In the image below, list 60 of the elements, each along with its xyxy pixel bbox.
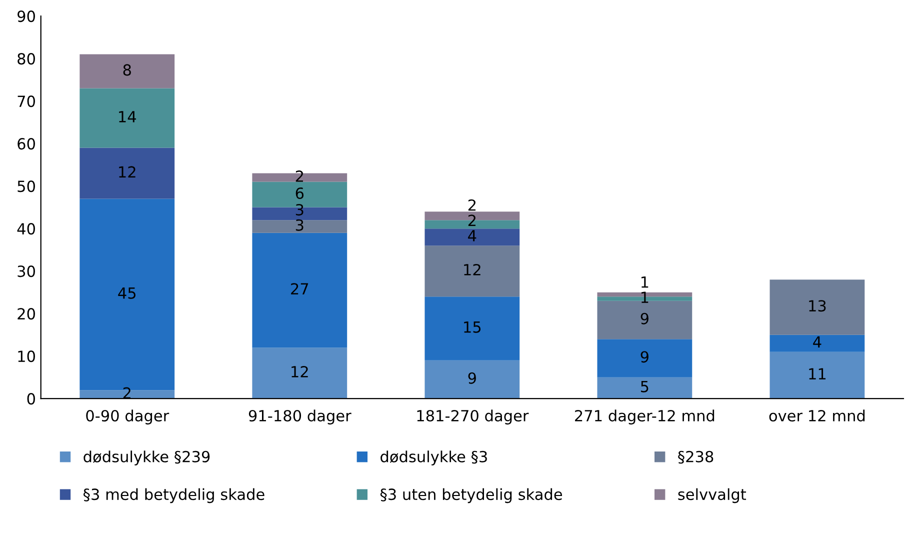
data-label: 15	[464, 322, 481, 333]
data-label: 9	[640, 351, 648, 363]
data-label: 9	[468, 372, 476, 384]
y-tick-label: 70	[18, 96, 35, 108]
x-tick-label: 181-270 dager	[417, 410, 529, 424]
data-label: 5	[641, 381, 648, 392]
data-label: 1	[642, 292, 648, 303]
legend-label: §3 uten betydelig skade	[380, 488, 562, 504]
bar	[770, 334, 865, 352]
bar	[424, 360, 520, 399]
data-label: 2	[296, 170, 303, 182]
data-label: 12	[119, 166, 136, 178]
data-label: 4	[468, 230, 476, 242]
bar	[597, 339, 692, 378]
bar	[252, 232, 348, 348]
y-tick-label: 0	[27, 393, 35, 405]
y-tick-label: 60	[18, 138, 35, 150]
data-label: 12	[464, 264, 480, 276]
data-label: 9	[640, 312, 648, 324]
data-label: 14	[119, 111, 136, 122]
data-label: 13	[809, 300, 826, 312]
bar	[770, 352, 865, 399]
bar	[252, 220, 348, 233]
data-label: 1	[642, 276, 648, 288]
legend-label: dødsulykke §3	[380, 450, 487, 466]
bar	[80, 54, 175, 88]
y-tick-label: 10	[18, 350, 35, 362]
data-label: 45	[118, 288, 136, 299]
y-tick-label: 80	[18, 53, 35, 65]
data-label: 8	[123, 64, 131, 76]
data-label: 12	[292, 366, 308, 378]
y-tick-label: 30	[18, 266, 35, 278]
bar	[424, 246, 520, 297]
bar	[597, 377, 692, 399]
data-label: 4	[813, 336, 822, 348]
y-tick-label: 90	[18, 10, 35, 22]
data-label: 27	[291, 283, 308, 294]
x-tick-label: 0-90 dager	[86, 410, 170, 424]
legend-label: §3 med betydelig skade	[84, 488, 264, 504]
data-label: 11	[809, 368, 826, 380]
bar	[80, 148, 175, 199]
bar	[770, 280, 865, 335]
legend-label: §238	[678, 450, 714, 464]
data-label: 2	[468, 214, 476, 226]
legend-label: selvvalgt	[678, 488, 746, 504]
bar	[424, 228, 520, 246]
y-tick-label: 40	[17, 223, 35, 235]
x-tick-label: over 12 mnd	[769, 410, 865, 422]
x-tick-label: 271 dager-12 mnd	[575, 410, 714, 424]
legend-label: dødsulykke §239	[84, 450, 210, 466]
data-label: 2	[468, 199, 476, 211]
data-label: 6	[296, 187, 304, 199]
y-tick-label: 20	[18, 308, 35, 320]
y-tick-label: 50	[18, 180, 35, 192]
bar	[80, 88, 175, 148]
data-label: 3	[296, 219, 304, 231]
bar	[424, 296, 520, 360]
data-label: 3	[296, 204, 304, 216]
x-tick-label: 91-180 dager	[248, 410, 352, 424]
bar	[252, 348, 348, 399]
